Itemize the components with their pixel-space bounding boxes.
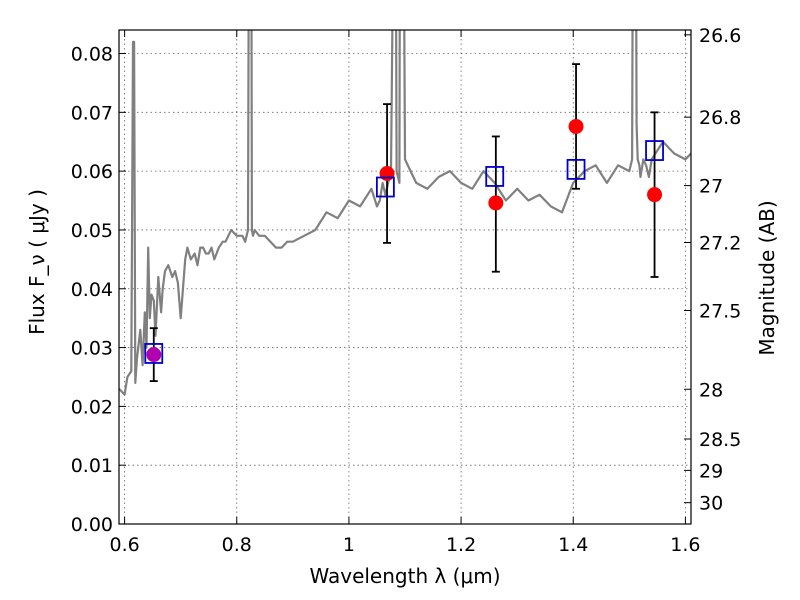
model-spectrum-line bbox=[119, 30, 691, 396]
model-photometry-square bbox=[375, 176, 395, 198]
x-tick-label: 1 bbox=[343, 534, 355, 556]
plot-frame bbox=[118, 29, 692, 525]
x-tick-label: 1.4 bbox=[558, 534, 588, 556]
right-tick-label: 28.5 bbox=[699, 429, 741, 451]
right-tick-label: 27.5 bbox=[699, 300, 741, 322]
model-photometry-square bbox=[645, 140, 664, 161]
observed-point bbox=[146, 347, 162, 363]
right-tick-label: 27 bbox=[699, 176, 723, 198]
y-axis-label: Flux F_ν ( μJy ) bbox=[25, 189, 49, 335]
y-tick-label: 0.05 bbox=[71, 220, 113, 242]
right-tick-label: 26.8 bbox=[699, 107, 741, 129]
observed-point bbox=[647, 187, 663, 203]
right-tick-label: 26.6 bbox=[699, 25, 741, 47]
model-photometry-square bbox=[566, 158, 586, 180]
y-tick-label: 0.06 bbox=[71, 161, 113, 183]
data-markers bbox=[144, 63, 664, 382]
axis-ticks: 0.6 0.8 1 1.2 1.4 1.6 0.00 0.01 0.02 0.03 0.04 0.05… bbox=[71, 25, 742, 556]
observed-point bbox=[568, 118, 584, 134]
right-tick-label: 27.2 bbox=[699, 233, 741, 255]
y-tick-label: 0.08 bbox=[71, 44, 113, 66]
right-tick-label: 29 bbox=[699, 460, 723, 482]
right-tick-label: 28 bbox=[699, 379, 723, 401]
y-tick-label: 0.01 bbox=[71, 455, 113, 477]
right-axis-label: Magnitude (AB) bbox=[755, 200, 779, 355]
x-tick-label: 0.8 bbox=[222, 534, 252, 556]
model-photometry-square bbox=[144, 343, 164, 364]
observed-point bbox=[488, 195, 504, 211]
x-axis-label: Wavelength λ (μm) bbox=[309, 564, 500, 588]
y-tick-label: 0.03 bbox=[71, 338, 113, 360]
model-photometry-square bbox=[485, 166, 505, 187]
y-tick-label: 0.00 bbox=[71, 514, 113, 536]
x-tick-label: 1.6 bbox=[670, 534, 700, 556]
right-tick-label: 30 bbox=[699, 493, 723, 515]
plot-area bbox=[119, 30, 691, 396]
y-tick-label: 0.07 bbox=[71, 102, 113, 124]
x-tick-label: 1.2 bbox=[446, 534, 476, 556]
y-tick-label: 0.04 bbox=[71, 279, 113, 301]
observed-point bbox=[379, 165, 395, 181]
y-tick-label: 0.02 bbox=[71, 396, 113, 418]
x-tick-label: 0.6 bbox=[109, 534, 139, 556]
